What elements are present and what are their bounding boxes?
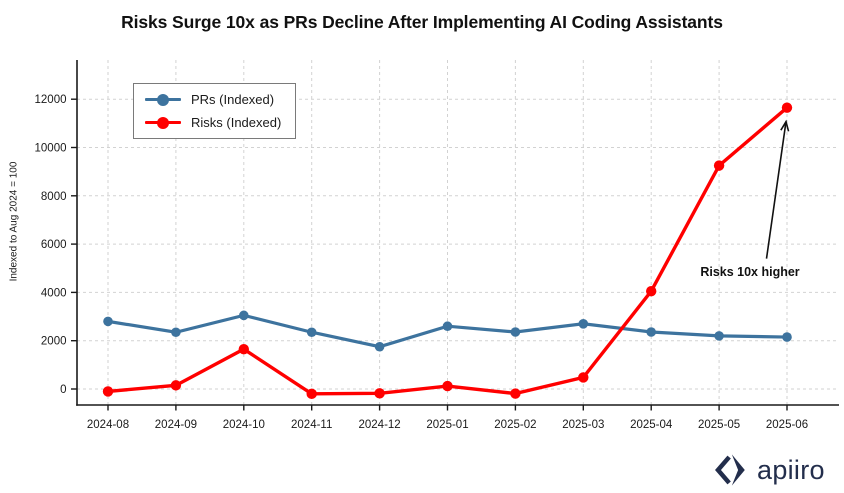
svg-text:0: 0 <box>60 384 66 396</box>
chart-title: Risks Surge 10x as PRs Decline After Imp… <box>121 12 723 32</box>
prs-line-marker-swatch <box>145 93 181 107</box>
legend-item-prs: PRs (Indexed) <box>145 90 281 109</box>
annotation-risks-10x-higher: Risks 10x higher <box>700 265 800 279</box>
risks-line-marker-swatch <box>145 116 181 130</box>
apiiro-logo: apiiro <box>712 453 825 487</box>
svg-text:2025-04: 2025-04 <box>630 419 673 431</box>
svg-text:2024-12: 2024-12 <box>358 419 400 431</box>
svg-text:2024-10: 2024-10 <box>223 419 265 431</box>
legend-item-risks: Risks (Indexed) <box>145 113 281 132</box>
svg-text:6000: 6000 <box>41 239 67 251</box>
svg-text:2024-08: 2024-08 <box>87 419 129 431</box>
svg-text:10000: 10000 <box>35 143 67 155</box>
legend: PRs (Indexed) Risks (Indexed) <box>133 83 297 139</box>
svg-text:2025-05: 2025-05 <box>698 419 740 431</box>
legend-label-prs: PRs (Indexed) <box>191 92 275 107</box>
svg-text:12000: 12000 <box>35 94 67 106</box>
legend-label-risks: Risks (Indexed) <box>191 115 282 130</box>
apiiro-diamond-icon <box>715 454 745 486</box>
svg-text:2025-03: 2025-03 <box>562 419 604 431</box>
svg-text:2024-09: 2024-09 <box>155 419 197 431</box>
svg-text:2025-02: 2025-02 <box>494 419 536 431</box>
svg-text:4000: 4000 <box>41 287 67 299</box>
apiiro-wordmark: apiiro <box>757 454 825 485</box>
svg-text:2025-01: 2025-01 <box>426 419 468 431</box>
svg-text:8000: 8000 <box>41 191 67 203</box>
svg-text:2000: 2000 <box>41 336 67 348</box>
svg-text:2024-11: 2024-11 <box>291 419 332 431</box>
svg-text:2025-06: 2025-06 <box>766 419 808 431</box>
